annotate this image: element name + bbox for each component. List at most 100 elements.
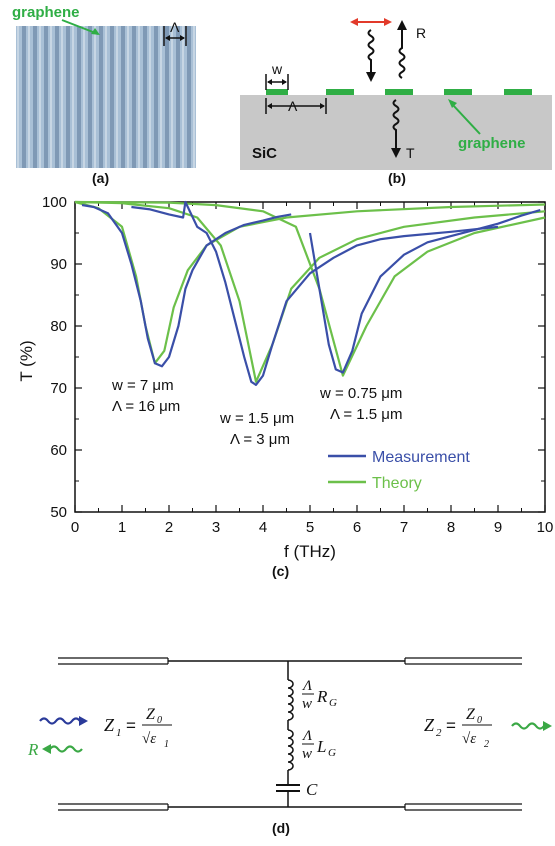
graphene-label-b: graphene <box>458 135 526 152</box>
transmitted-wave-arrow <box>511 722 545 730</box>
x-tick-label: 10 <box>537 519 554 536</box>
z2-den-sub: 2 <box>484 739 489 750</box>
l-fraction-num: Λ <box>301 728 312 744</box>
r-symbol: R <box>316 687 328 706</box>
device-schematic: w Λ R T SiC graphene <box>240 18 552 170</box>
y-tick-label: 80 <box>50 318 67 335</box>
micrograph-figure: graphene Λ <box>12 4 196 168</box>
transmitted-wave <box>392 99 400 148</box>
x-tick-label: 0 <box>71 519 79 536</box>
panel-b: w Λ R T SiC graphene (b) <box>230 0 555 190</box>
x-tick-label: 8 <box>447 519 455 536</box>
z1-equals: = <box>126 716 136 735</box>
graphene-pointer-head-b <box>448 99 457 108</box>
z1-num: Z <box>146 706 156 723</box>
graphene-pointer-head-a <box>91 28 100 35</box>
micrograph-image <box>16 26 196 168</box>
period-arrowhead-left-a <box>165 35 170 41</box>
resistor-inductor-coil <box>287 679 294 721</box>
l-symbol: L <box>316 737 326 756</box>
caption-c: (c) <box>272 563 290 579</box>
period-symbol-b: Λ <box>288 98 298 114</box>
z2-num: Z <box>466 706 476 723</box>
reflected-arrowhead <box>397 20 407 30</box>
z1-den: √ε <box>142 731 156 747</box>
y-tick-label: 60 <box>50 442 67 459</box>
T-label-b: T <box>406 145 415 161</box>
z2-den: √ε <box>462 731 476 747</box>
l-sub: G <box>328 747 336 759</box>
period-symbol-a: Λ <box>170 19 180 35</box>
x-tick-label: 7 <box>400 519 408 536</box>
measurement-curve <box>81 204 292 368</box>
theory-curve <box>74 200 546 365</box>
w-label-b: w <box>271 61 283 77</box>
annotation-line-2: Λ = 1.5 μm <box>330 406 402 423</box>
reflected-wave-head <box>42 744 51 754</box>
w-arrowhead-left <box>267 79 272 85</box>
r-fraction-num: Λ <box>301 678 312 694</box>
z2-num-sub: 0 <box>477 715 482 726</box>
period-arrowhead-right-b <box>320 103 325 109</box>
caption-a: (a) <box>92 170 110 186</box>
graphene-strip <box>326 89 354 95</box>
annotation-line-1: w = 7 μm <box>111 377 174 394</box>
z2-sub: 2 <box>436 727 442 739</box>
substrate-label: SiC <box>252 145 277 162</box>
theory-curve <box>74 200 546 383</box>
caption-b: (b) <box>388 170 406 186</box>
x-tick-label: 2 <box>165 519 173 536</box>
R-label-b: R <box>416 25 426 41</box>
incident-arrowhead <box>366 72 376 82</box>
r-fraction-den: w <box>302 696 312 712</box>
z1-den-sub: 1 <box>164 739 169 750</box>
legend-label-theory: Theory <box>372 475 422 492</box>
panel-c: 0 1 2 3 4 5 6 7 8 9 10 50 60 70 80 90 100 T (%) f (THz) … <box>0 186 555 626</box>
legend-label-measurement: Measurement <box>372 449 470 466</box>
graphene-strip <box>266 89 288 95</box>
x-axis-label: f (THz) <box>284 542 336 561</box>
graphene-strip <box>444 89 472 95</box>
annotation-line-1: w = 0.75 μm <box>319 385 402 402</box>
z2-name: Z <box>424 715 435 735</box>
incident-wave <box>367 29 375 74</box>
graphene-strip <box>504 89 532 95</box>
annotation-line-2: Λ = 16 μm <box>112 398 180 415</box>
reflected-wave <box>398 30 406 79</box>
incident-wave-head <box>79 716 88 726</box>
y-tick-label: 50 <box>50 504 67 521</box>
transmitted-arrowhead <box>391 148 401 158</box>
annotation-line-1: w = 1.5 μm <box>219 410 294 427</box>
polarization-head-right <box>384 18 392 26</box>
equivalent-circuit: Λ w R G Λ w L G C Z 1 = Z 0 √ε 1 Z 2 = Z… <box>27 657 552 811</box>
x-tick-label: 6 <box>353 519 361 536</box>
y-tick-label: 100 <box>42 194 67 211</box>
r-sub: G <box>329 697 337 709</box>
x-tick-label: 4 <box>259 519 267 536</box>
graphene-strip <box>385 89 413 95</box>
z2-equals: = <box>446 716 456 735</box>
y-tick-label: 70 <box>50 380 67 397</box>
graphene-label-a: graphene <box>12 4 80 21</box>
theory-curve <box>74 200 546 377</box>
x-tick-label: 9 <box>494 519 502 536</box>
y-axis-label: T (%) <box>17 340 36 381</box>
z1-num-sub: 0 <box>157 715 162 726</box>
polarization-head-left <box>350 18 358 26</box>
period-arrowhead-left-b <box>267 103 272 109</box>
caption-d: (d) <box>272 820 290 836</box>
panel-a: graphene Λ (a) <box>0 0 200 190</box>
measurement-curve <box>308 209 541 374</box>
incident-wave-arrow <box>39 717 81 725</box>
annotation-line-2: Λ = 3 μm <box>230 431 290 448</box>
plot-frame <box>74 201 546 513</box>
x-tick-label: 1 <box>118 519 126 536</box>
l-fraction-den: w <box>302 746 312 762</box>
z1-sub: 1 <box>116 727 122 739</box>
period-arrowhead-right-a <box>180 35 185 41</box>
panel-d: Λ w R G Λ w L G C Z 1 = Z 0 √ε 1 Z 2 = Z… <box>0 630 555 841</box>
x-tick-label: 3 <box>212 519 220 536</box>
capacitor-symbol: C <box>306 780 318 799</box>
graphene-pointer-b <box>451 103 481 135</box>
